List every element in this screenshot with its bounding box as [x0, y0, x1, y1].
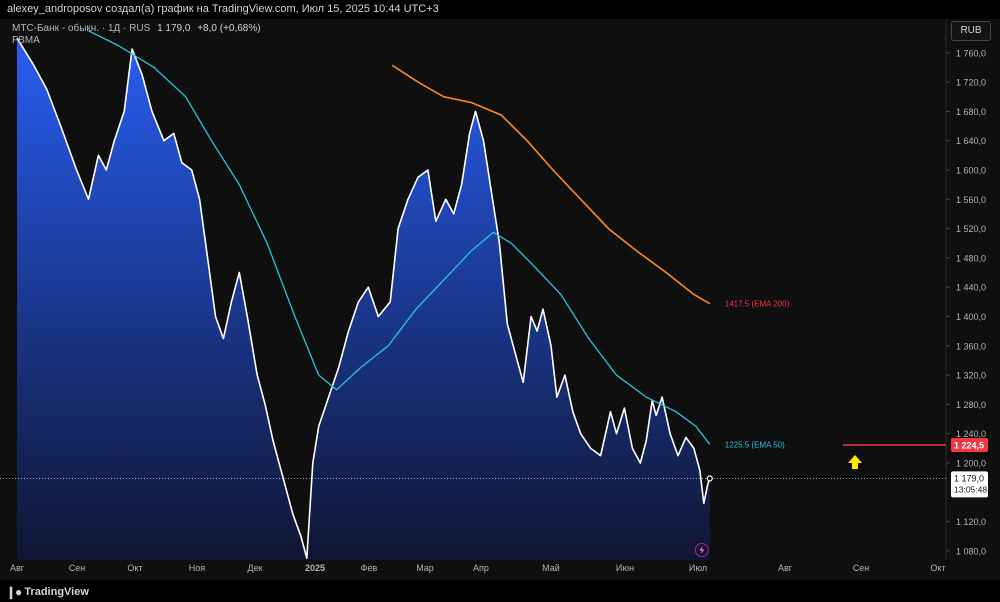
y-tick-label: 1 240,0 [956, 429, 986, 439]
y-tick-label: 1 520,0 [956, 224, 986, 234]
area-fill-layer [17, 38, 710, 561]
y-tick-label: 1 760,0 [956, 48, 986, 58]
author-line: alexey_androposov создал(а) график на Tr… [7, 3, 439, 15]
ema-50-label: 1225.5 (EMA 50) [725, 440, 785, 449]
x-tick-label: Окт [127, 563, 142, 573]
x-tick-label: Дек [247, 563, 262, 573]
y-tick-label: 1 280,0 [956, 400, 986, 410]
resistance-price-badge [951, 438, 988, 453]
currency-button[interactable]: RUB [951, 21, 991, 41]
x-tick-label: Сен [853, 563, 870, 573]
x-tick-label: Июн [616, 563, 634, 573]
x-tick-label: Окт [930, 563, 945, 573]
legend-last-price: 1 179,0 [157, 23, 191, 34]
last-price-badge [951, 471, 988, 498]
bottom-bar [0, 580, 1000, 602]
x-tick-label: Фев [361, 563, 378, 573]
y-tick-label: 1 200,0 [956, 459, 986, 469]
y-tick-label: 1 440,0 [956, 283, 986, 293]
last-price-text: 1 179,0 [954, 473, 984, 483]
y-tick-label: 1 720,0 [956, 78, 986, 88]
time-axis[interactable]: Авг Сен Окт Ноя Дек 2025 Фев Мар Апр Май Июн Июл Авг… [10, 563, 946, 573]
tradingview-logo-icon: ❙● [6, 585, 22, 599]
y-tick-label: 1 600,0 [956, 166, 986, 176]
brand-name: TradingView [24, 586, 89, 598]
y-tick-label: 1 400,0 [956, 312, 986, 322]
x-tick-label: Апр [473, 563, 489, 573]
y-tick-label: 1 320,0 [956, 371, 986, 381]
ema-200-label: 1417.5 (EMA 200) [725, 300, 790, 309]
y-tick-label: 1 480,0 [956, 253, 986, 263]
last-price-time: 13:05:48 [954, 484, 987, 494]
price-area-fill [17, 38, 710, 561]
x-tick-label: Мар [416, 563, 434, 573]
legend-ticker: FBMA [12, 35, 40, 46]
legend-symbol-row: МТС-Банк - обыкн. · 1Д · RUS 1 179,0 +8,… [12, 23, 261, 34]
y-tick-label: 1 360,0 [956, 341, 986, 351]
price-line[interactable] [16, 37, 711, 559]
y-tick-label: 1 080,0 [956, 546, 986, 556]
y-tick-label: 1 640,0 [956, 136, 986, 146]
resistance-price-text: 1 224,5 [954, 441, 984, 451]
price-chart[interactable]: 1225.5 (EMA 50)1417.5 (EMA 200) 1 760,01… [0, 0, 1000, 580]
price-axis[interactable]: 1 760,0 1 720,0 1 680,0 1 640,0 1 600,0 1 560… [946, 48, 988, 556]
x-tick-label: Сен [69, 563, 86, 573]
x-tick-label: Авг [778, 563, 793, 573]
last-price-marker [706, 475, 713, 482]
x-tick-label: Май [542, 563, 560, 573]
top-attribution-bar: alexey_androposov создал(а) график на Tr… [0, 0, 1000, 19]
y-tick-label: 1 680,0 [956, 107, 986, 117]
ema-200-line[interactable] [391, 64, 711, 305]
y-tick-label: 1 560,0 [956, 195, 986, 205]
series-lines-layer [16, 30, 711, 559]
y-tick-label: 1 120,0 [956, 517, 986, 527]
legend-ticker-row: FBMA [12, 35, 40, 46]
x-tick-label: Авг [10, 563, 25, 573]
legend-symbol[interactable]: МТС-Банк - обыкн. · 1Д · RUS [12, 23, 151, 34]
x-tick-label: Ноя [189, 563, 206, 573]
tradingview-branding[interactable]: ❙● TradingView [6, 585, 89, 599]
lightning-glyph [699, 546, 705, 554]
overlay-layer: 1225.5 (EMA 50) 1417.5 (EMA 200) [0, 300, 946, 557]
ema-50-line[interactable] [88, 30, 711, 445]
x-tick-label: Июл [689, 563, 707, 573]
legend-change: +8,0 (+0,68%) [197, 23, 261, 34]
x-tick-label: 2025 [305, 563, 325, 573]
up-arrow-icon[interactable] [848, 455, 862, 470]
